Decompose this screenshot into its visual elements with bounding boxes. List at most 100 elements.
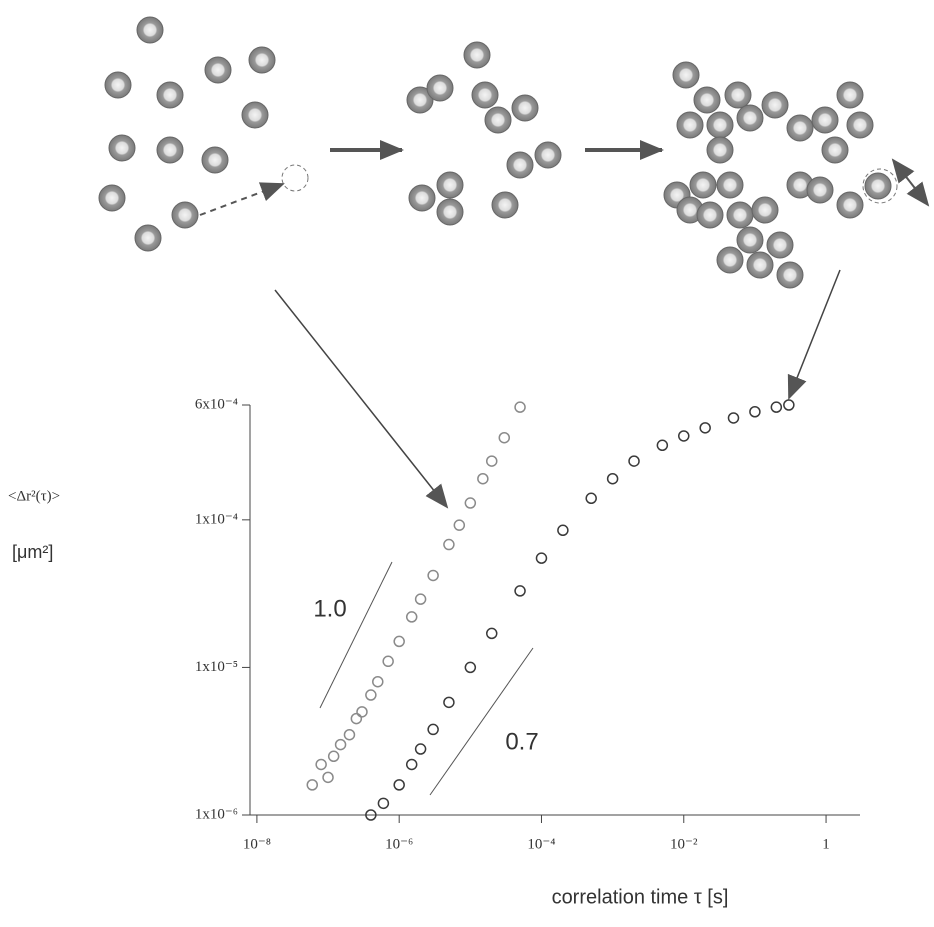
particle: [672, 61, 700, 89]
data-point: [464, 497, 477, 509]
data-point: [306, 779, 319, 791]
slope-guide: [319, 561, 393, 709]
particle: [534, 141, 562, 169]
data-point: [770, 401, 783, 413]
particle: [693, 86, 721, 114]
data-point: [727, 412, 740, 424]
data-point: [628, 455, 640, 467]
particle: [406, 86, 434, 114]
data-point: [498, 431, 511, 444]
particle: [806, 176, 834, 204]
data-point: [535, 552, 548, 564]
data-point: [414, 743, 427, 755]
y-axis-label: <Δr²(τ)>: [8, 488, 60, 504]
data-point: [365, 689, 377, 701]
x-axis-label: correlation time τ [s]: [552, 886, 729, 908]
data-point: [443, 538, 455, 551]
slope-label: 0.7: [505, 728, 538, 755]
slope-guide: [429, 647, 534, 796]
data-point: [382, 655, 394, 668]
particle: [776, 261, 804, 289]
particle: [436, 171, 464, 199]
particle: [436, 198, 464, 226]
data-point: [350, 712, 363, 725]
data-point: [393, 779, 405, 791]
particle: [204, 56, 232, 84]
particle: [156, 136, 184, 164]
data-point: [585, 492, 597, 505]
data-point: [656, 439, 669, 452]
data-point: [606, 472, 619, 485]
particle: [724, 81, 752, 109]
particle: [689, 171, 717, 199]
particle: [761, 91, 789, 119]
particle: [676, 111, 704, 139]
data-point: [749, 406, 761, 418]
data-point: [678, 430, 690, 442]
particle: [98, 184, 126, 212]
pointer-arrow: [274, 289, 449, 509]
particle: [821, 136, 849, 164]
data-point: [405, 758, 418, 771]
particle: [484, 106, 512, 134]
y-tick-label: 6x10⁻⁴: [195, 396, 238, 412]
particle: [248, 46, 276, 74]
particle: [736, 104, 764, 132]
data-point: [372, 675, 384, 688]
ghost-particle: [281, 164, 309, 192]
particle: [706, 136, 734, 164]
particle: [746, 251, 774, 279]
x-tick-label: 10⁻⁶: [385, 836, 413, 852]
particle: [864, 172, 892, 200]
particle: [696, 201, 724, 229]
dashed-arrow: [199, 182, 285, 216]
data-point: [783, 399, 795, 411]
data-point: [315, 758, 327, 771]
data-point: [557, 524, 569, 537]
data-point: [393, 635, 405, 648]
particle: [716, 246, 744, 274]
particle: [836, 191, 864, 219]
data-point: [405, 611, 418, 623]
data-point: [427, 723, 439, 736]
y-tick-label: 1x10⁻⁶: [195, 806, 238, 822]
particle: [811, 106, 839, 134]
x-tick-label: 1: [822, 836, 830, 852]
particle: [426, 74, 454, 102]
data-point: [414, 593, 427, 605]
data-point: [322, 771, 334, 784]
particle: [706, 111, 734, 139]
data-point: [485, 455, 498, 467]
particle: [846, 111, 874, 139]
particle: [471, 81, 499, 109]
particle: [134, 224, 162, 252]
slope-label: 1.0: [313, 595, 346, 622]
particle: [104, 71, 132, 99]
x-tick-label: 10⁻²: [670, 836, 698, 852]
particle: [201, 146, 229, 174]
particle: [171, 201, 199, 229]
particle: [836, 81, 864, 109]
y-tick-label: 1x10⁻⁴: [195, 511, 238, 527]
data-point: [485, 627, 498, 640]
data-point: [334, 738, 347, 751]
data-point: [327, 750, 340, 763]
particle: [156, 81, 184, 109]
data-point: [356, 706, 368, 718]
data-point: [477, 472, 489, 485]
data-point: [514, 585, 526, 597]
y-tick-label: 1x10⁻⁵: [195, 659, 238, 675]
particle: [726, 201, 754, 229]
x-tick-label: 10⁻⁸: [243, 836, 271, 852]
particle-diagram: [98, 16, 892, 289]
fluctuation-arrow: [891, 158, 930, 207]
particle: [136, 16, 164, 44]
data-point: [514, 401, 526, 413]
particle: [751, 196, 779, 224]
particle: [506, 151, 534, 179]
data-point: [343, 728, 356, 741]
data-point: [365, 809, 377, 821]
data-point: [377, 797, 390, 810]
particle: [786, 114, 814, 142]
